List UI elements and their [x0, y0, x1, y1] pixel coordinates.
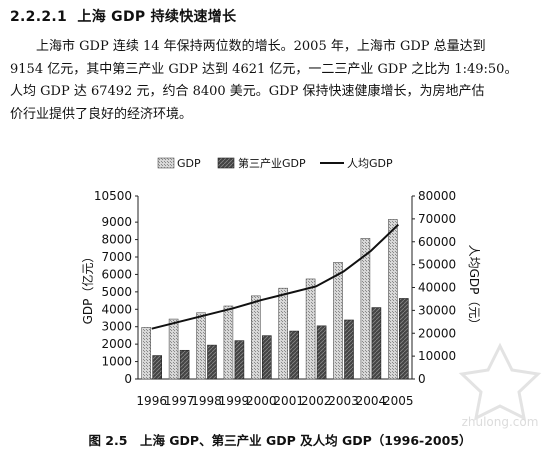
x-tick-label: 2001 — [273, 394, 304, 408]
bar-gdp — [141, 327, 151, 380]
bar-tertiary-gdp — [179, 349, 190, 380]
x-tick-label: 2003 — [328, 394, 359, 408]
watermark-icon: zhulong.com — [458, 342, 542, 429]
paragraph: 上海市 GDP 连续 14 年保持两位数的增长。2005 年，上海市 GDP 总… — [10, 36, 550, 126]
x-tick-label: 2002 — [301, 394, 332, 408]
section-title: 上海 GDP 持续快速增长 — [77, 9, 237, 25]
x-tick-label: 2000 — [246, 394, 277, 408]
y-tick-label-left: 0 — [124, 372, 132, 386]
legend-swatch-tertiary — [217, 157, 235, 169]
y-tick-label-left: 2000 — [101, 337, 132, 351]
x-tick-label: 1996 — [136, 394, 167, 408]
y-tick-label-right: 80000 — [418, 189, 456, 203]
paragraph-line: 9154 亿元，其中第三产业 GDP 达到 4621 亿元，一二三产业 GDP … — [10, 61, 518, 77]
y-tick-label-right: 70000 — [418, 212, 456, 226]
y-tick-label-left: 7000 — [101, 250, 132, 264]
x-tick-label: 1998 — [191, 394, 222, 408]
bar-tertiary-gdp — [207, 344, 217, 380]
section-heading: 2.2.2.1 上海 GDP 持续快速增长 — [10, 6, 236, 26]
y-tick-label-left: 8000 — [101, 233, 132, 247]
bar-tertiary-gdp — [289, 330, 300, 380]
y-tick-label-left: 4000 — [101, 302, 132, 316]
chart-line — [151, 223, 399, 330]
bar-gdp — [360, 238, 371, 380]
bar-tertiary-gdp — [398, 298, 409, 380]
y-tick-label-right: 10000 — [418, 349, 456, 363]
y-tick-label-left: 9000 — [101, 215, 132, 229]
y-tick-label-right: 40000 — [418, 281, 456, 295]
bar-tertiary-gdp — [261, 335, 272, 380]
bar-tertiary-gdp — [316, 325, 327, 380]
line-per-capita-gdp — [151, 223, 399, 330]
legend-swatch-gdp — [157, 157, 175, 169]
x-tick-label: 2005 — [383, 394, 414, 408]
y-tick-label-right: 30000 — [418, 303, 456, 317]
bar-gdp — [387, 219, 398, 380]
bar-gdp — [305, 278, 316, 380]
bar-gdp — [333, 262, 343, 380]
y-tick-label-left: 5000 — [101, 285, 132, 299]
bar-tertiary-gdp — [152, 355, 162, 380]
x-tick-label: 1999 — [219, 394, 250, 408]
bar-tertiary-gdp — [234, 340, 245, 380]
legend-label-gdp: GDP — [177, 157, 201, 170]
y-axis-title-right: 人均GDP（元） — [467, 245, 481, 331]
y-tick-label-right: 0 — [418, 372, 426, 386]
y-tick-label-right: 20000 — [418, 326, 456, 340]
chart-axes: 0 1000 2000 3000 4000 5000 6000 7000 8000 9000 105… — [80, 189, 481, 408]
bar-gdp — [223, 305, 234, 380]
chart-bars — [141, 219, 409, 380]
paragraph-line: 价行业提供了良好的经济环境。 — [10, 106, 193, 122]
section-number: 2.2.2.1 — [10, 9, 68, 25]
bar-gdp — [196, 312, 206, 380]
y-tick-label-left: 6000 — [101, 267, 132, 281]
paragraph-line: 人均 GDP 达 67492 元，约合 8400 美元。GDP 保持快速健康增长… — [10, 84, 485, 99]
bar-tertiary-gdp — [344, 319, 354, 380]
x-tick-label: 2004 — [356, 394, 387, 408]
paragraph-line: 上海市 GDP 连续 14 年保持两位数的增长。2005 年，上海市 GDP 总… — [36, 39, 486, 54]
y-tick-label-right: 60000 — [418, 235, 456, 249]
y-axis-title-left: GDP（亿元） — [80, 251, 95, 325]
bar-tertiary-gdp — [371, 307, 382, 380]
chart-legend: GDP 第三产业GDP 人均GDP — [157, 156, 393, 170]
figure-caption: 图 2.5 上海 GDP、第三产业 GDP 及人均 GDP（1996-2005） — [88, 433, 472, 448]
bar-gdp — [251, 295, 261, 380]
y-tick-label-right: 50000 — [418, 258, 456, 272]
legend-label-tertiary: 第三产业GDP — [238, 156, 306, 170]
bar-gdp — [168, 318, 179, 380]
watermark-text: zhulong.com — [462, 415, 539, 429]
bar-gdp — [278, 287, 289, 380]
y-tick-label-left: 3000 — [101, 320, 132, 334]
y-tick-label-left: 10500 — [94, 189, 132, 203]
legend-label-per-capita: 人均GDP — [347, 157, 393, 170]
x-tick-label: 1997 — [164, 394, 195, 408]
y-tick-label-left: 1000 — [101, 355, 132, 369]
